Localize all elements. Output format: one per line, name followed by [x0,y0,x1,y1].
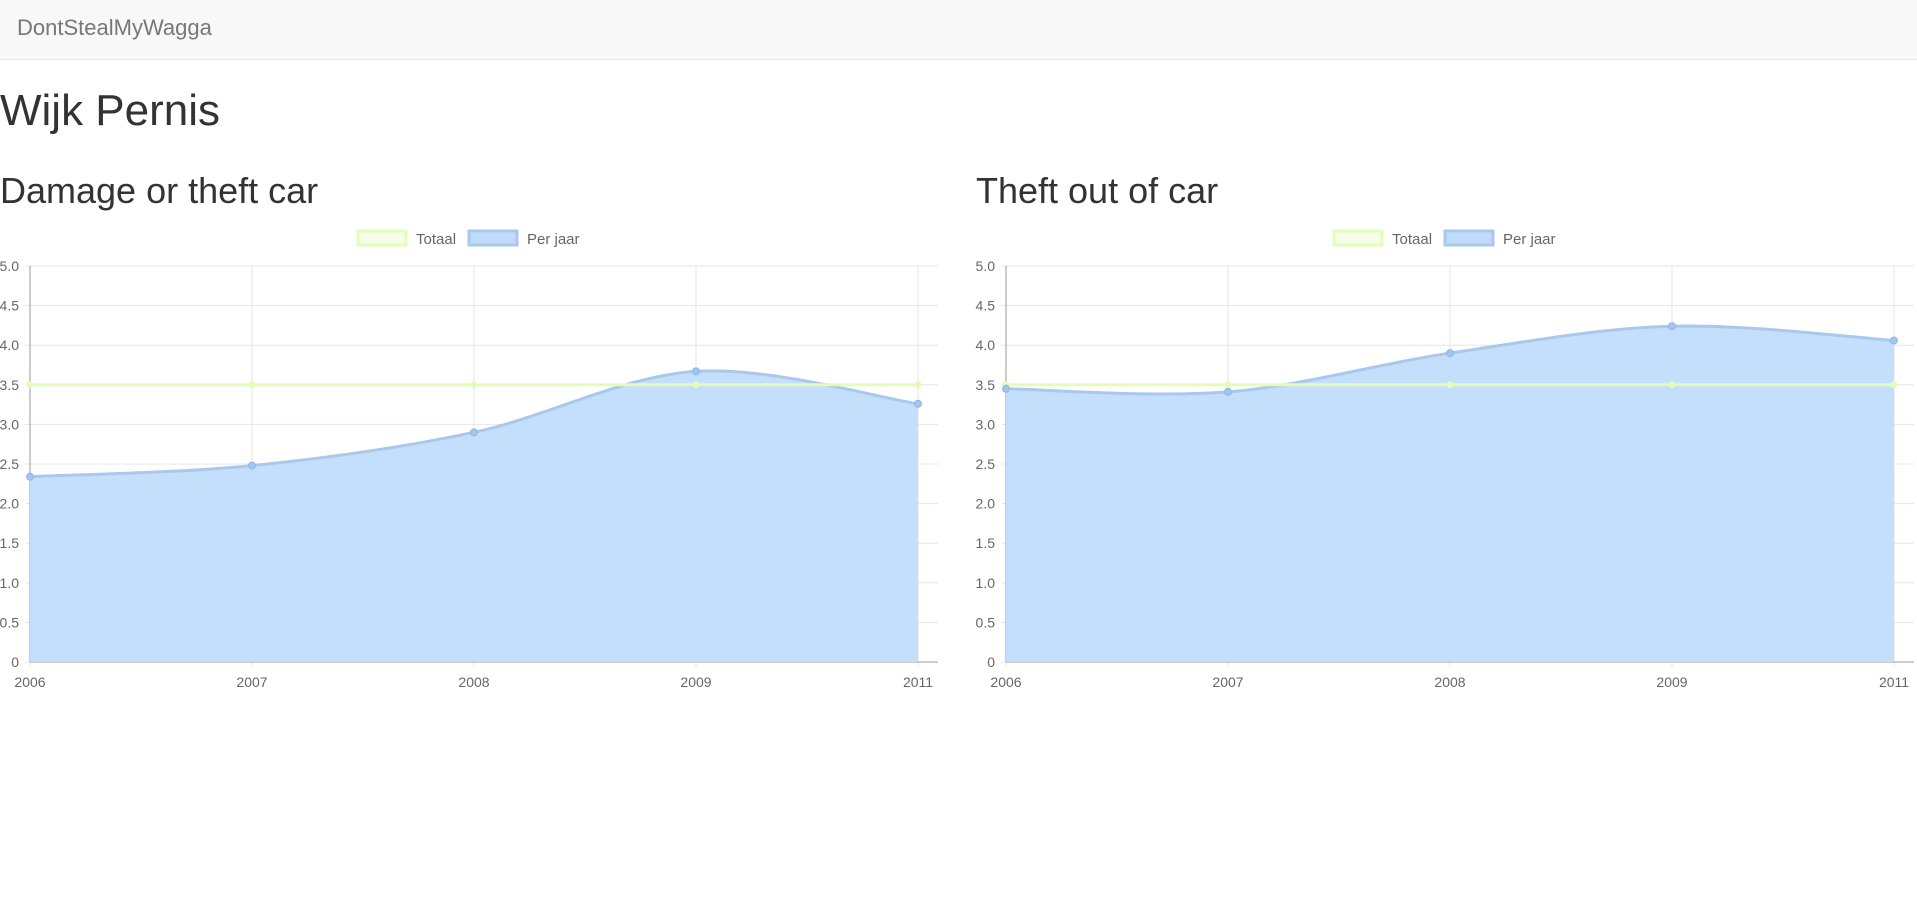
data-point-per-jaar[interactable] [692,367,700,376]
x-tick-label[interactable]: 2008 [458,674,489,690]
x-tick-label[interactable]: 2006 [14,674,45,690]
x-tick-label[interactable]: 2008 [1434,674,1465,690]
data-point-totaal[interactable] [1446,381,1454,389]
data-point-totaal[interactable] [692,381,700,389]
chart-damage-or-theft-car: 0 0.5 1.0 1.5 2.0 2.5 3.0 3.5 4.0 4.5 5.0 2006 2007 2… [0,229,938,690]
legend-label-totaal[interactable]: Totaal [416,231,456,248]
data-point-per-jaar[interactable] [1224,387,1232,396]
y-tick-label: 1.0 [976,575,996,591]
series-per-jaar-area [1006,325,1894,662]
y-tick-label: 4.5 [0,298,19,314]
y-tick-label: 2.0 [0,496,19,512]
chart-title-theft-out-of-car: Theft out of car [976,170,1219,211]
legend-swatch-totaal[interactable] [356,229,408,247]
x-tick-label[interactable]: 2009 [680,674,711,690]
y-tick-label: 0.5 [976,614,996,630]
navbar: DontStealMyWagga [0,0,1917,60]
data-point-totaal[interactable] [1224,381,1232,389]
y-tick-label: 3.0 [976,416,996,432]
data-point-per-jaar[interactable] [914,399,922,408]
y-tick-label: 5.0 [0,258,19,274]
data-point-totaal[interactable] [1890,381,1898,389]
data-point-totaal[interactable] [470,381,478,389]
data-point-per-jaar[interactable] [470,428,478,437]
data-point-totaal[interactable] [26,381,34,389]
page-title: Wijk Pernis [0,86,221,135]
y-tick-label: 2.0 [976,496,996,512]
x-tick-label[interactable]: 2011 [903,674,933,690]
y-tick-label: 3.5 [0,377,19,393]
data-point-per-jaar[interactable] [248,461,256,470]
y-tick-label: 2.5 [0,456,19,472]
x-tick-label[interactable]: 2007 [1212,674,1243,690]
y-tick-label: 3.0 [0,416,19,432]
y-tick-label: 5.0 [976,258,996,274]
y-tick-label: 0 [11,654,19,670]
y-tick-label: 4.0 [976,337,996,353]
legend-swatch-totaal[interactable] [1332,229,1384,247]
y-tick-label: 0.5 [0,614,19,630]
y-tick-label: 0 [987,654,995,670]
x-tick-label[interactable]: 2007 [236,674,267,690]
legend-swatch-per-jaar[interactable] [1443,229,1495,247]
data-point-totaal[interactable] [1668,381,1676,389]
series-per-jaar-area [30,370,918,662]
y-tick-label: 3.5 [976,377,996,393]
data-point-per-jaar[interactable] [26,472,34,481]
data-point-per-jaar[interactable] [1002,384,1010,393]
x-tick-label[interactable]: 2009 [1656,674,1687,690]
data-point-totaal[interactable] [914,381,922,389]
legend-label-per-jaar[interactable]: Per jaar [527,231,580,248]
y-tick-label: 2.5 [976,456,996,472]
x-tick-label[interactable]: 2011 [1879,674,1909,690]
chart-theft-out-of-car: 0 0.5 1.0 1.5 2.0 2.5 3.0 3.5 4.0 4.5 5.0 2006 2007 2… [976,229,1914,690]
x-tick-label[interactable]: 2006 [990,674,1021,690]
y-tick-label: 1.0 [0,575,19,591]
navbar-brand[interactable]: DontStealMyWagga [17,15,212,40]
data-point-per-jaar[interactable] [1890,336,1898,345]
y-tick-label: 1.5 [0,535,19,551]
legend-swatch-per-jaar[interactable] [467,229,519,247]
data-point-totaal[interactable] [248,381,256,389]
data-point-per-jaar[interactable] [1668,322,1676,331]
y-tick-label: 4.5 [976,298,996,314]
data-point-per-jaar[interactable] [1446,349,1454,358]
legend-label-totaal[interactable]: Totaal [1392,231,1432,248]
chart-title-damage-or-theft: Damage or theft car [0,170,319,211]
legend-label-per-jaar[interactable]: Per jaar [1503,231,1556,248]
y-tick-label: 1.5 [976,535,996,551]
y-tick-label: 4.0 [0,337,19,353]
